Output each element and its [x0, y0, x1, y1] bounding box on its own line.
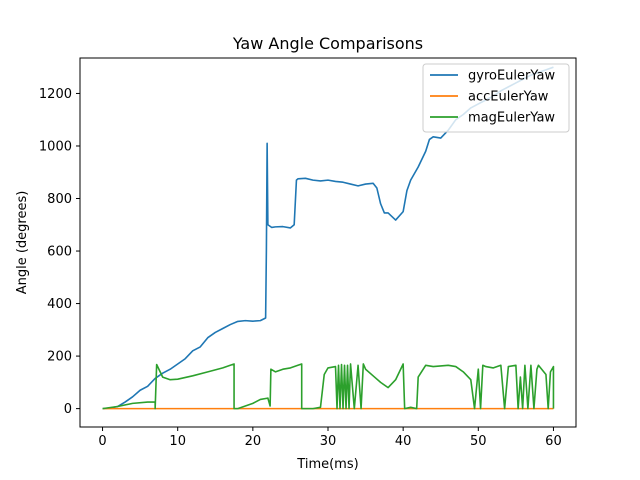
- y-tick-label: 1200: [39, 87, 72, 102]
- chart-title: Yaw Angle Comparisons: [232, 34, 423, 53]
- x-tick-label: 60: [545, 434, 562, 449]
- y-tick-label: 1000: [39, 139, 72, 154]
- x-tick-label: 10: [169, 434, 186, 449]
- y-axis-label: Angle (degrees): [15, 191, 30, 295]
- x-tick-label: 20: [245, 434, 262, 449]
- y-tick-label: 200: [47, 350, 72, 365]
- y-axis-ticks: 0 200 400 600 800 1000 1200: [39, 87, 80, 417]
- y-tick-label: 400: [47, 297, 72, 312]
- y-tick-label: 800: [47, 192, 72, 207]
- x-tick-label: 30: [320, 434, 337, 449]
- x-axis-ticks: 0 10 20 30 40 50 60: [98, 427, 562, 449]
- legend: gyroEulerYaw accEulerYaw magEulerYaw: [422, 63, 570, 133]
- legend-label-accEulerYaw: accEulerYaw: [468, 90, 549, 105]
- legend-label-gyroEulerYaw: gyroEulerYaw: [468, 69, 555, 84]
- x-tick-label: 0: [98, 434, 106, 449]
- legend-frame: [422, 63, 570, 133]
- x-tick-label: 40: [395, 434, 412, 449]
- x-tick-label: 50: [470, 434, 487, 449]
- series-line-magEulerYaw: [102, 363, 555, 410]
- x-axis-label: Time(ms): [296, 457, 358, 472]
- y-tick-label: 600: [47, 245, 72, 260]
- legend-label-magEulerYaw: magEulerYaw: [468, 111, 555, 126]
- y-tick-label: 0: [64, 402, 72, 417]
